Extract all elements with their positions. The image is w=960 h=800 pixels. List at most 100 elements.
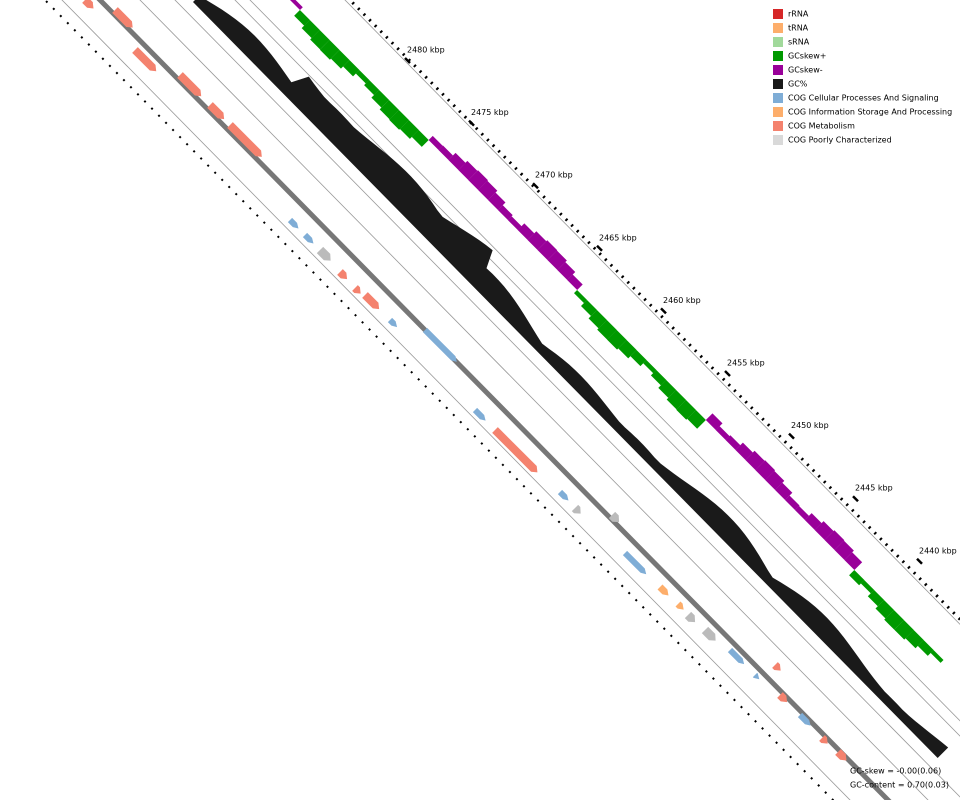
ring-line	[344, 0, 960, 625]
gc-skew-negative	[794, 505, 809, 520]
gc-skew-positive	[666, 390, 687, 410]
gene-arrow	[752, 672, 760, 680]
gc-skew-positive	[343, 60, 360, 77]
gene-arrow	[82, 0, 94, 9]
scale-tick	[852, 495, 859, 503]
scale-tick	[596, 244, 603, 252]
scale-tick	[916, 557, 923, 565]
gc-skew-positive	[687, 410, 706, 429]
legend-label: rRNA	[788, 10, 809, 19]
gc-skew-stat: GC-skew = -0.00(0.06)	[850, 767, 941, 776]
gene-arrow	[352, 285, 361, 294]
scale-label: 2460 kbp	[663, 296, 701, 305]
gc-skew-positive	[860, 580, 875, 594]
gc-skew-positive	[399, 120, 419, 139]
gc-skew-negative	[705, 413, 723, 430]
gene-arrow	[727, 647, 745, 665]
gene-arrow	[797, 712, 811, 726]
gc-skew-negative	[814, 521, 834, 540]
scale-label: 2465 kbp	[599, 233, 637, 242]
legend-label: COG Cellular Processes And Signaling	[788, 94, 939, 103]
scale-label: 2455 kbp	[727, 359, 765, 368]
gc-skew-positive	[894, 620, 914, 640]
gc-skew-positive	[905, 630, 924, 649]
gc-skew-positive	[643, 360, 657, 374]
scale-tick	[404, 57, 411, 64]
gc-skew-positive	[930, 650, 944, 663]
tick-ring	[43, 0, 835, 800]
gene-arrow	[657, 584, 669, 596]
gc-skew-negative	[537, 240, 558, 260]
gc-skew-positive	[371, 90, 390, 108]
gc-skew-positive	[884, 610, 904, 630]
gene-arrow	[701, 626, 716, 641]
gc-skew-positive	[389, 110, 409, 130]
gene-arrow	[207, 102, 225, 120]
scale-label: 2475 kbp	[471, 108, 509, 117]
scale-label: 2480 kbp	[407, 46, 445, 55]
gc-skew-positive	[597, 320, 617, 340]
gene-arrow	[132, 47, 157, 72]
legend-label: COG Metabolism	[788, 122, 855, 131]
gc-skew-positive	[618, 340, 637, 359]
gc-skew-positive	[849, 570, 865, 586]
gc-skew-negative	[488, 192, 506, 210]
gene-arrow	[622, 550, 647, 575]
gc-skew-negative	[557, 262, 576, 280]
legend-swatch	[773, 121, 783, 131]
gc-skew-positive	[574, 290, 588, 304]
gene-arrow	[302, 232, 314, 244]
gene-arrow	[337, 269, 348, 280]
gene-arrow	[557, 489, 569, 501]
gc-skew-negative	[290, 0, 303, 10]
gene-arrow	[362, 292, 380, 310]
legend-swatch	[773, 9, 783, 19]
gc-skew-negative	[567, 274, 583, 290]
labels: 2480 kbp 2475 kbp 2470 kbp 2465 kbp 2460 kbp…	[404, 46, 957, 565]
gc-skew-negative	[497, 205, 513, 220]
gc-skew-positive	[301, 20, 320, 39]
gc-skew-negative	[478, 180, 498, 200]
gene-arrow	[472, 407, 486, 421]
legend-swatch	[773, 51, 783, 61]
legend-swatch	[773, 135, 783, 145]
scale-label: 2450 kbp	[791, 421, 829, 430]
gc-skew-positive	[319, 40, 340, 60]
gc-skew-negative	[755, 460, 776, 480]
gc-skew-negative	[468, 170, 488, 190]
gc-skew-negative	[824, 530, 845, 550]
gc-skew-positive	[867, 590, 885, 607]
legend-swatch	[773, 93, 783, 103]
gc-content	[193, 0, 949, 758]
gc-content-stat: GC-content = 0.70(0.03)	[850, 781, 949, 790]
legend-label: tRNA	[788, 24, 809, 33]
legend-label: GCskew+	[788, 52, 826, 61]
ring-line	[174, 0, 960, 798]
gc-skew-negative	[517, 223, 535, 240]
gc-skew-negative	[448, 152, 466, 170]
ring-line	[234, 0, 960, 737]
gc-skew-negative	[765, 470, 785, 490]
gc-skew-negative	[804, 513, 822, 530]
legend-label: GC%	[788, 80, 808, 89]
ring-line	[139, 0, 929, 800]
legend-swatch	[773, 79, 783, 89]
legend-label: GCskew-	[788, 66, 823, 75]
gene-arrow	[387, 317, 398, 328]
gene-arrow	[287, 217, 299, 229]
gc-skew-positive	[364, 80, 380, 96]
scale-tick	[532, 182, 539, 190]
gene-arrow	[112, 7, 133, 28]
gc-skew-negative	[725, 435, 741, 450]
ring-line	[61, 0, 851, 800]
gc-skew-negative	[715, 426, 730, 440]
gc-skew-positive	[580, 300, 597, 317]
gc-skew-positive	[310, 30, 330, 50]
scale-tick	[660, 307, 667, 315]
gc-skew-negative	[834, 540, 854, 560]
scale-tick	[788, 432, 795, 440]
gc-skew-positive	[588, 310, 607, 329]
gc-skew-negative	[547, 250, 567, 270]
gene-arrow	[608, 511, 620, 523]
